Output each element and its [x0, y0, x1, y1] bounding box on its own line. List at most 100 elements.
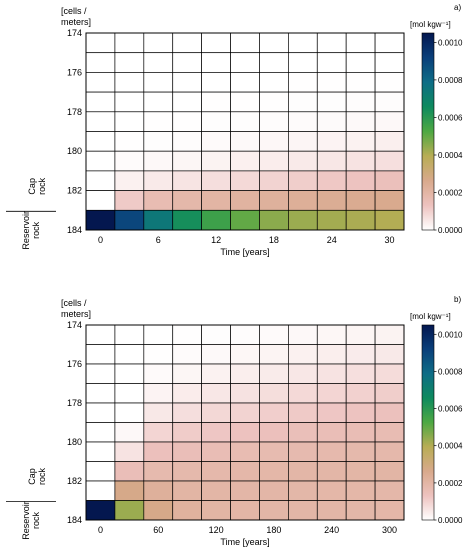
heatmap-cell	[374, 32, 405, 54]
heatmap-cell	[316, 91, 347, 113]
y-axis-label-line-2: meters]	[61, 309, 91, 319]
heatmap-cell	[172, 344, 202, 365]
heatmap-cell	[316, 363, 347, 384]
heatmap-cell	[259, 480, 289, 501]
heatmap-cell	[172, 209, 202, 231]
colorbar-tick-label: 0.0010	[438, 38, 463, 47]
heatmap-cell	[374, 344, 405, 365]
heatmap-cell	[259, 441, 289, 462]
heatmap-cell	[259, 190, 289, 211]
x-tick-label: 60	[153, 525, 163, 535]
heatmap-cell	[288, 344, 318, 365]
heatmap-cell	[288, 383, 318, 404]
y-axis-label-line-1: [cells /	[61, 6, 87, 16]
x-axis-label: Time [years]	[220, 537, 269, 547]
cap-rock-label-line-1: Cap	[27, 178, 37, 195]
heatmap-cell	[114, 480, 145, 501]
heatmap-cell	[288, 363, 318, 384]
heatmap-cell	[143, 209, 174, 231]
heatmap-cell	[374, 441, 405, 462]
heatmap-cell	[143, 461, 174, 482]
heatmap-cell	[172, 422, 202, 443]
heatmap-cell	[172, 111, 202, 132]
x-tick-label: 0	[98, 235, 103, 245]
heatmap-cell	[230, 32, 260, 54]
heatmap-cell	[85, 461, 116, 482]
heatmap-cell	[259, 422, 289, 443]
heatmap-cell	[345, 461, 376, 482]
y-tick-label: 178	[67, 107, 82, 117]
heatmap-cell	[85, 402, 116, 423]
x-tick-label: 300	[382, 525, 397, 535]
heatmap-cell	[345, 52, 376, 73]
heatmap-cell	[345, 32, 376, 54]
y-tick-label: 182	[67, 476, 82, 486]
heatmap-cell	[85, 383, 116, 404]
y-tick-label: 184	[67, 225, 82, 235]
y-tick-label: 178	[67, 398, 82, 408]
heatmap-cell	[172, 52, 202, 73]
reservoir-rock-label-line-1: Reservoir	[21, 211, 31, 250]
y-tick-label: 174	[67, 28, 82, 38]
heatmap-cell	[201, 461, 231, 482]
heatmap-cell	[316, 32, 347, 54]
heatmap-cell	[114, 190, 145, 211]
heatmap-cell	[85, 32, 116, 54]
heatmap-cell	[172, 402, 202, 423]
heatmap-cell	[114, 32, 145, 54]
heatmap-cell	[114, 383, 145, 404]
heatmap-cell	[316, 52, 347, 73]
heatmap-cell	[201, 441, 231, 462]
heatmap-cell	[374, 461, 405, 482]
heatmap-cell	[201, 190, 231, 211]
x-tick-label: 18	[269, 235, 279, 245]
heatmap-cell	[172, 441, 202, 462]
heatmap-cell	[85, 344, 116, 365]
heatmap-cell	[374, 422, 405, 443]
heatmap-cell	[201, 363, 231, 384]
heatmap-cell	[374, 480, 405, 501]
heatmap-cell	[143, 131, 174, 152]
heatmap-cell	[230, 402, 260, 423]
heatmap-cell	[288, 402, 318, 423]
heatmap-cell	[345, 383, 376, 404]
heatmap-cell	[259, 500, 289, 521]
heatmap-cell	[259, 402, 289, 423]
colorbar-tick-label: 0.0004	[438, 151, 463, 160]
heatmap-cell	[316, 131, 347, 152]
colorbar-units-label: [mol kgw⁻¹]	[410, 312, 451, 321]
heatmap-cell	[345, 72, 376, 93]
x-tick-label: 180	[266, 525, 281, 535]
y-axis-label-line-1: [cells /	[61, 298, 87, 308]
x-tick-label: 0	[98, 525, 103, 535]
heatmap-cell	[114, 402, 145, 423]
y-tick-labels: 174 176 178 180 182 184	[67, 28, 82, 235]
heatmap-cell	[230, 422, 260, 443]
heatmap-cell	[201, 32, 231, 54]
heatmap-cell	[230, 480, 260, 501]
heatmap-cell	[201, 500, 231, 521]
colorbar	[421, 32, 435, 231]
heatmap-cell	[172, 480, 202, 501]
heatmap-cell	[201, 480, 231, 501]
heatmap-cell	[288, 72, 318, 93]
heatmap-cell	[143, 150, 174, 172]
x-axis-label: Time [years]	[220, 247, 269, 257]
colorbar-tick-labels: 0.0010 0.0008 0.0006 0.0004 0.0002 0.000…	[438, 38, 463, 235]
x-tick-label: 120	[209, 525, 224, 535]
heatmap-cell	[114, 209, 145, 231]
heatmap-cell	[143, 383, 174, 404]
heatmap-cell	[143, 480, 174, 501]
heatmap-cell	[374, 190, 405, 211]
heatmap-cell	[374, 170, 405, 191]
heatmap-cell	[172, 324, 202, 345]
heatmap-cell	[316, 72, 347, 93]
heatmap-cell	[143, 344, 174, 365]
heatmap-cell	[172, 363, 202, 384]
heatmap-cell	[143, 500, 174, 521]
heatmap-cell	[85, 131, 116, 152]
heatmap-cell	[316, 480, 347, 501]
heatmap-cell	[345, 500, 376, 521]
heatmap-cell	[259, 383, 289, 404]
